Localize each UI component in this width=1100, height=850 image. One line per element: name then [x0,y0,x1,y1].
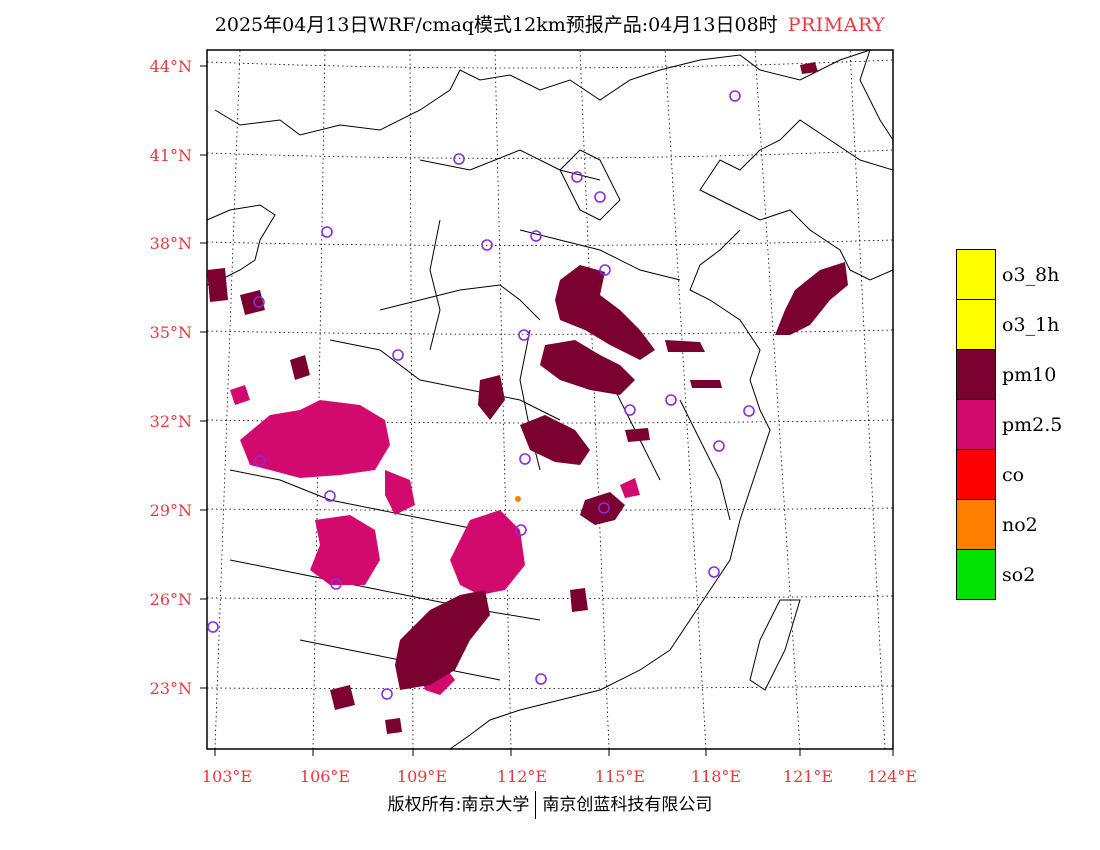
legend-item: co [956,449,1100,500]
legend-item: so2 [956,549,1100,600]
lon-label: 118°E [691,767,741,786]
title-text: 2025年04月13日WRF/cmaq模式12km预报产品:04月13日08时 [214,14,778,36]
copyright-left: 版权所有:南京大学 [387,795,530,815]
lon-label: 106°E [300,767,350,786]
lon-label: 115°E [595,767,645,786]
no2-spot [515,496,521,502]
legend-label: co [1002,464,1025,486]
tick-marks [200,65,894,756]
legend-label: pm10 [1002,364,1057,386]
legend-swatch [956,399,996,450]
lat-label: 35°N [150,323,192,342]
legend-label: so2 [1002,564,1036,586]
legend-item: pm10 [956,349,1100,400]
pm25-areas [230,385,640,695]
legend-item: o3_8h [956,249,1100,300]
legend-swatch [956,299,996,350]
lon-label: 103°E [202,767,252,786]
copyright-footer: 版权所有:南京大学 南京创蓝科技有限公司 [0,790,1100,819]
legend-swatch [956,499,996,550]
legend-swatch [956,349,996,400]
legend-item: pm2.5 [956,399,1100,450]
lon-labels: 103°E 106°E 109°E 112°E 115°E 118°E 121°… [202,767,917,786]
lon-label: 121°E [783,767,833,786]
lat-label: 23°N [150,679,192,698]
lon-label: 112°E [497,767,547,786]
legend-label: no2 [1002,514,1038,536]
legend-item: o3_1h [956,299,1100,350]
legend-label: pm2.5 [1002,414,1063,436]
copyright-right: 南京创蓝科技有限公司 [542,795,713,815]
legend-swatch [956,449,996,500]
lat-label: 38°N [150,234,192,253]
lat-label: 32°N [150,412,192,431]
lon-label: 109°E [397,767,447,786]
title-tag: PRIMARY [787,14,886,36]
legend-item: no2 [956,499,1100,550]
lat-labels: 44°N 41°N 38°N 35°N 32°N 29°N 26°N 23°N [150,57,192,698]
lat-label: 44°N [150,57,192,76]
legend: o3_8h o3_1h pm10 pm2.5 co no2 so2 [956,249,1100,600]
lat-label: 29°N [150,501,192,520]
pm10-areas [207,62,848,734]
lat-label: 26°N [150,590,192,609]
legend-label: o3_8h [1002,264,1060,286]
footer-divider [535,791,537,819]
map-frame [206,49,894,750]
legend-swatch [956,249,996,300]
station-markers [207,90,755,700]
lon-label: 124°E [867,767,917,786]
legend-swatch [956,549,996,600]
lat-label: 41°N [150,146,192,165]
legend-label: o3_1h [1002,314,1060,336]
map-title: 2025年04月13日WRF/cmaq模式12km预报产品:04月13日08时 P… [0,10,1100,37]
